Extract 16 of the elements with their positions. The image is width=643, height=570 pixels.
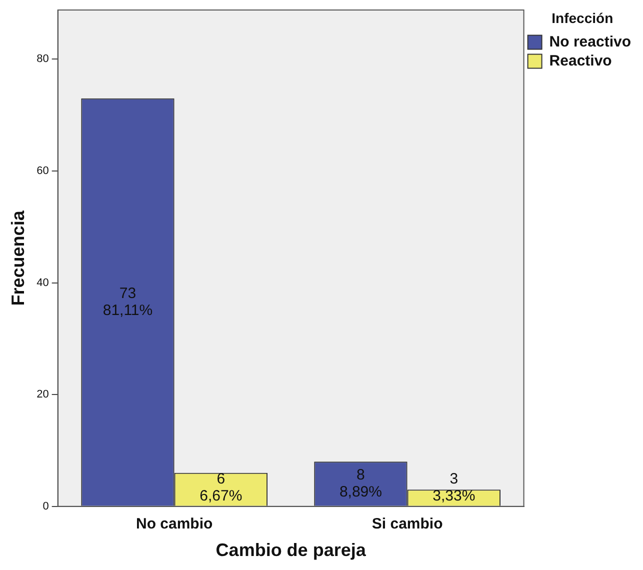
y-tick-label: 20 (36, 388, 49, 401)
data-label: 73 81,11% (102, 284, 153, 319)
data-label: 8 8,89% (339, 466, 382, 500)
x-tick-label: No cambio (136, 516, 213, 533)
legend-title: Infección (552, 10, 614, 26)
y-axis-title: Frecuencia (8, 210, 28, 306)
y-tick-label: 40 (36, 276, 49, 289)
data-label: 3 3,33% (432, 470, 476, 505)
x-axis-title: Cambio de pareja (216, 540, 367, 560)
data-label: 6 6,67% (200, 470, 242, 505)
y-tick-label: 0 (42, 500, 49, 512)
legend-label: No reactivo (549, 33, 632, 50)
y-tick-label: 80 (36, 53, 49, 66)
legend-label: Reactivo (549, 52, 612, 70)
x-tick-label: Si cambio (372, 516, 443, 533)
y-tick-label: 60 (36, 165, 49, 178)
